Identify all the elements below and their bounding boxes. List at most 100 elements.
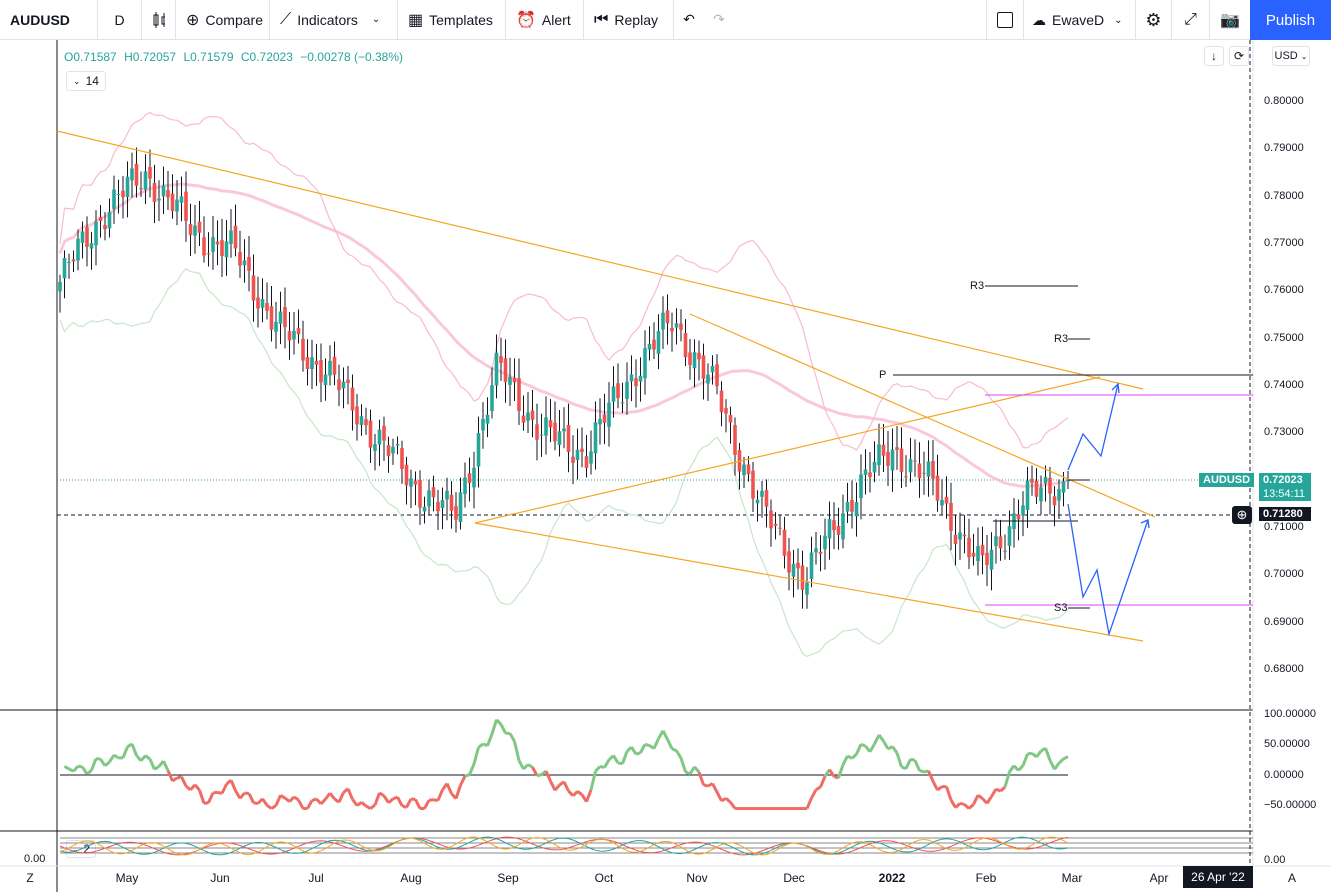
candle-body: [530, 410, 535, 420]
compare-label: Compare: [205, 11, 263, 28]
osc-segment: [207, 792, 215, 804]
candle-body: [283, 307, 287, 328]
osc-segment: [382, 794, 390, 804]
osc-segment: [185, 784, 192, 792]
fullscreen-button[interactable]: ⤢: [1172, 0, 1210, 40]
candle-body: [782, 529, 787, 556]
candle-body: [823, 535, 827, 550]
candle-body: [184, 191, 188, 221]
indicators-button[interactable]: ⟋ Indicators ⌄: [270, 0, 398, 40]
fullscreen-layout-button[interactable]: [986, 0, 1024, 40]
candle-body: [787, 551, 791, 573]
candle-body: [346, 379, 350, 384]
candle-body: [175, 199, 179, 212]
log-scale-button[interactable]: Z: [26, 871, 34, 885]
chart-type-button[interactable]: [142, 0, 176, 40]
candle-body: [305, 357, 310, 370]
osc2-line: [59, 836, 1069, 856]
crosshair-date-tag: 26 Apr '22: [1183, 866, 1253, 888]
undo-button[interactable]: ↶: [674, 0, 704, 40]
auto-scale-button[interactable]: ⟳: [1229, 46, 1249, 66]
candle-body: [805, 582, 809, 595]
osc-segment: [193, 783, 201, 792]
candle-body: [701, 355, 706, 379]
candle-body: [179, 196, 184, 203]
candle-body: [359, 416, 364, 426]
candle-body: [350, 387, 355, 411]
candle-body: [422, 506, 427, 512]
symbol-search[interactable]: AUDUSD: [0, 0, 98, 40]
candle-body: [796, 562, 800, 569]
layout-menu-button[interactable]: ☁ EwaveD ⌄: [1024, 0, 1136, 40]
osc-segment: [837, 764, 845, 779]
replay-button[interactable]: ⏮ Replay: [584, 0, 674, 40]
osc-segment: [288, 795, 296, 803]
candle-body: [512, 377, 517, 383]
candle-body: [445, 490, 449, 500]
candle-body: [143, 171, 148, 190]
osc-segment: [369, 803, 376, 810]
snapshot-button[interactable]: 📷: [1210, 0, 1250, 40]
osc-segment: [707, 782, 714, 788]
candle-body: [409, 478, 413, 487]
currency-select[interactable]: USD ⌄: [1272, 46, 1310, 66]
indicator-param: 14: [85, 74, 99, 88]
candle-body: [319, 360, 323, 383]
osc-segment: [603, 759, 611, 769]
candle-body: [544, 417, 548, 436]
settings-button[interactable]: ⚙: [1136, 0, 1172, 40]
osc-segment: [549, 780, 557, 791]
add-alert-button[interactable]: ⊕: [1232, 506, 1252, 524]
compare-button[interactable]: ⊕ Compare: [176, 0, 270, 40]
osc-segment: [819, 775, 827, 788]
osc-segment: [954, 802, 962, 809]
osc-segment: [828, 768, 836, 778]
time-axis-label: Nov: [686, 871, 708, 885]
indicator-collapse-button[interactable]: ⌄ 14: [66, 71, 106, 91]
candle-body: [490, 385, 494, 412]
candle-body: [431, 487, 436, 498]
osc-segment: [203, 801, 209, 805]
candles: [58, 147, 1070, 609]
osc-segment: [99, 758, 107, 767]
templates-button[interactable]: ▦ Templates: [398, 0, 506, 40]
arrow-head-icon: [1140, 519, 1150, 529]
candle-body: [476, 433, 481, 467]
redo-button[interactable]: ↷: [704, 0, 734, 40]
candle-body: [949, 502, 953, 531]
osc-segment: [495, 718, 503, 726]
candle-body: [166, 189, 170, 198]
osc-segment: [217, 790, 223, 795]
candle-body: [904, 476, 908, 478]
candle-body: [260, 298, 265, 308]
osc-segment: [963, 803, 971, 810]
alert-button[interactable]: ⏰ Alert: [506, 0, 584, 40]
auto-scale-toggle[interactable]: A: [1287, 871, 1297, 885]
candle-body: [517, 378, 521, 411]
candle-body: [364, 419, 368, 426]
candle-body: [715, 364, 719, 387]
osc-segment: [247, 792, 255, 804]
scroll-down-button[interactable]: ↓: [1204, 46, 1224, 66]
osc-segment: [1057, 757, 1065, 765]
candle-body: [967, 537, 971, 558]
candle-body: [152, 182, 157, 203]
price-axis-label: 0.77000: [1264, 237, 1304, 249]
time-axis-label: Jul: [308, 871, 324, 885]
osc-segment: [841, 755, 849, 766]
osc-segment: [328, 792, 336, 800]
candle-body: [368, 420, 373, 448]
publish-button[interactable]: Publish: [1250, 0, 1331, 40]
candle-body: [1021, 505, 1025, 516]
interval-button[interactable]: D: [98, 0, 142, 40]
osc-segment: [1021, 753, 1029, 767]
osc-segment: [490, 719, 498, 735]
osc-segment: [130, 743, 138, 756]
osc-segment: [464, 773, 470, 778]
indicator2-collapse-button[interactable]: ⌄ 2: [66, 840, 96, 858]
trendline: [474, 376, 1101, 524]
osc-axis-label: −50.00000: [1264, 799, 1317, 811]
osc-axis-label: 100.00000: [1264, 708, 1316, 720]
osc-segment: [297, 799, 305, 810]
candle-body: [868, 472, 872, 478]
